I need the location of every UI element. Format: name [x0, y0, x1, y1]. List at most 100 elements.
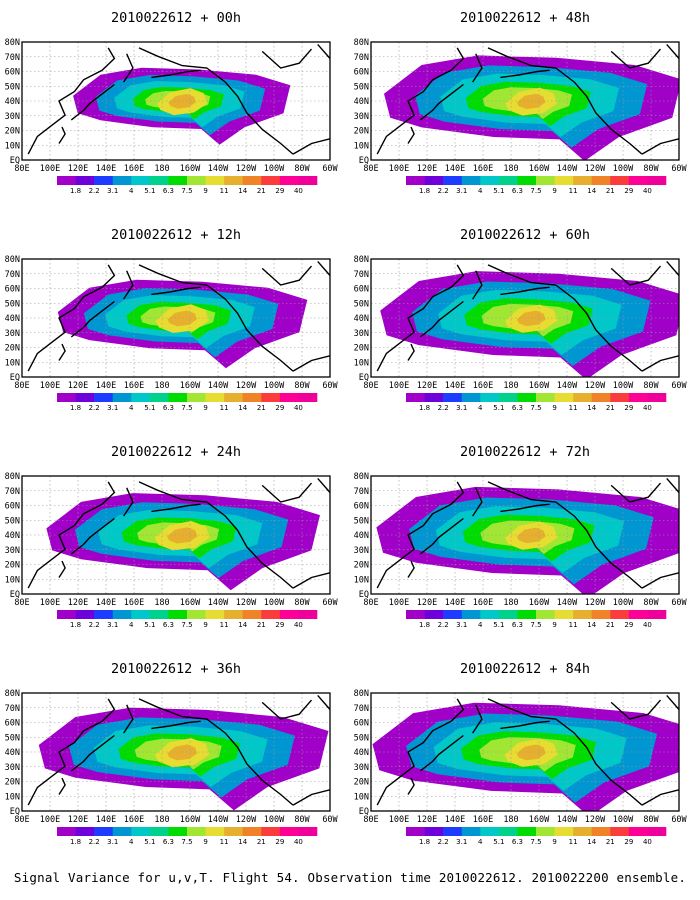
longitude-label: 160W [180, 164, 201, 174]
latitude-label: 70N [354, 53, 369, 63]
longitude-label: 180 [503, 815, 518, 825]
colorbar-label: 4 [478, 404, 483, 412]
colorbar-swatch [461, 827, 481, 836]
longitude-label: 140E [96, 598, 116, 608]
longitude-label: 80E [363, 598, 378, 608]
colorbar-swatch [443, 610, 463, 619]
longitude-label: 180 [503, 381, 518, 391]
colorbar-swatch [168, 827, 188, 836]
variance-maximum [516, 93, 546, 109]
colorbar-swatch [187, 610, 206, 619]
colorbar-swatch [112, 827, 132, 836]
colorbar-swatch [424, 393, 444, 402]
longitude-label: 140E [445, 164, 465, 174]
latitude-label: 60N [5, 719, 20, 729]
colorbar-label: 14 [587, 621, 596, 629]
colorbar-label: 29 [624, 187, 633, 195]
longitude-label: 120W [236, 381, 257, 391]
colorbar-swatch [480, 393, 500, 402]
coastline [58, 777, 66, 795]
colorbar-swatch [610, 610, 630, 619]
colorbar-swatch [279, 176, 299, 185]
colorbar-label: 14 [587, 187, 596, 195]
longitude-label: 100E [389, 164, 409, 174]
longitude-label: 120E [417, 164, 437, 174]
latitude-label: 80N [5, 689, 20, 699]
longitude-label: 160E [124, 815, 144, 825]
colorbar-label: 5.1 [144, 187, 155, 195]
latitude-label: 10N [354, 575, 369, 585]
coastline [151, 720, 201, 730]
latitude-label: 40N [354, 748, 369, 758]
forecast-panel: 2010022612 + 84h EQ 10N 20N 30N 40N 50N 60N 70N 8… [354, 661, 688, 846]
panel-title: 2010022612 + 48h [460, 10, 590, 26]
longitude-label: 160E [124, 381, 144, 391]
colorbar-swatch [628, 827, 648, 836]
latitude-label: 70N [354, 487, 369, 497]
latitude-label: 20N [354, 561, 369, 571]
longitude-label: 120W [585, 381, 606, 391]
colorbar-label: 9 [552, 187, 556, 195]
longitude-label: 140E [445, 598, 465, 608]
coastline [407, 777, 415, 795]
coastline [487, 698, 643, 806]
latitude-label: 20N [5, 561, 20, 571]
colorbar-label: 1.8 [419, 621, 430, 629]
coastline [27, 264, 116, 372]
colorbar-label: 2.2 [89, 838, 100, 846]
colorbar-label: 1.8 [70, 621, 81, 629]
coastline [472, 53, 483, 83]
colorbar-swatch [536, 610, 555, 619]
latitude-label: EQ [10, 156, 20, 166]
longitude-label: 140E [96, 164, 116, 174]
variance-shading [376, 486, 679, 594]
colorbar-label: 3.1 [456, 187, 467, 195]
colorbar-label: 1.8 [419, 838, 430, 846]
latitude-label: 70N [5, 53, 20, 63]
colorbar-label: 29 [275, 187, 284, 195]
latitude-label: 70N [354, 704, 369, 714]
longitude-label: 60W [322, 815, 338, 825]
coastline [610, 48, 662, 69]
colorbar-swatch [498, 393, 518, 402]
latitude-label: 80N [5, 472, 20, 482]
colorbar-swatch [517, 610, 537, 619]
colorbar-swatch [647, 176, 667, 185]
colorbar-label: 1.8 [419, 404, 430, 412]
colorbar-swatch [279, 393, 299, 402]
longitude-label: 140W [557, 598, 578, 608]
latitude-label: 60N [5, 502, 20, 512]
colorbar-swatch [261, 610, 281, 619]
coastline [138, 47, 294, 155]
coastline [123, 704, 134, 734]
longitude-label: 160E [473, 598, 493, 608]
colorbar-label: 11 [220, 404, 229, 412]
colorbar-swatch [131, 610, 151, 619]
longitude-label: 120E [417, 381, 437, 391]
colorbar-label: 11 [569, 404, 578, 412]
map-frame [21, 475, 331, 595]
longitude-label: 80W [294, 598, 310, 608]
colorbar-swatch [298, 610, 318, 619]
colorbar-label: 29 [624, 621, 633, 629]
colorbar-label: 14 [238, 187, 247, 195]
longitude-label: 160W [180, 815, 201, 825]
colorbar-swatch [573, 827, 593, 836]
latitude-label: 40N [354, 314, 369, 324]
coastline [610, 699, 662, 720]
colorbar-swatch [573, 176, 593, 185]
longitude-label: 80E [14, 381, 29, 391]
colorbar: 1.8 2.2 3.1 4 5.1 6.3 7.5 9 11 14 21 29 40 [406, 610, 667, 629]
coastline [610, 265, 662, 286]
colorbar-label: 4 [129, 621, 134, 629]
colorbar-label: 6.3 [512, 187, 523, 195]
colorbar-label: 2.2 [89, 621, 100, 629]
colorbar-swatch [406, 176, 425, 185]
longitude-label: 60W [671, 598, 687, 608]
forecast-panel: 2010022612 + 24h EQ 10N 20N 30N 40N 50N 60N 70N 8… [5, 444, 339, 629]
longitude-label: 80W [294, 815, 310, 825]
colorbar-label: 2.2 [89, 187, 100, 195]
coastline [500, 69, 550, 79]
longitude-label: 120W [236, 164, 257, 174]
